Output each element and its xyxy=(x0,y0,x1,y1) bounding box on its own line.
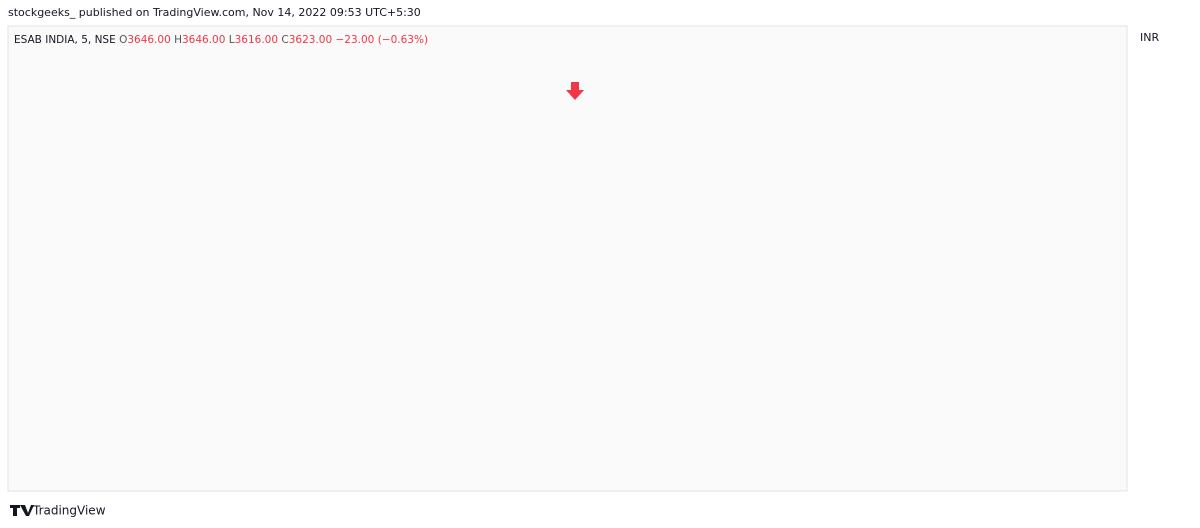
c-key: C xyxy=(281,34,288,46)
l-value: 3616.00 xyxy=(235,34,278,46)
h-key: H xyxy=(174,34,182,46)
logo xyxy=(10,505,34,516)
symbol: ESAB INDIA, 5, NSE xyxy=(14,34,116,46)
footer: TradingView xyxy=(32,504,106,518)
l-key: L xyxy=(229,34,235,46)
currency: INR xyxy=(1140,31,1159,44)
change: −23.00 (−0.63%) xyxy=(336,34,429,46)
h-value: 3646.00 xyxy=(182,34,225,46)
chart-pane xyxy=(7,25,1128,492)
o-key: O xyxy=(119,34,127,46)
currency-bg xyxy=(1130,30,1190,46)
arrow-marker xyxy=(566,82,584,100)
publisher: stockgeeks_ published on TradingView.com… xyxy=(8,6,421,19)
legend: ESAB INDIA, 5, NSE O3646.00 H3646.00 L36… xyxy=(14,34,428,46)
c-value: 3623.00 xyxy=(289,34,332,46)
o-value: 3646.00 xyxy=(127,34,170,46)
